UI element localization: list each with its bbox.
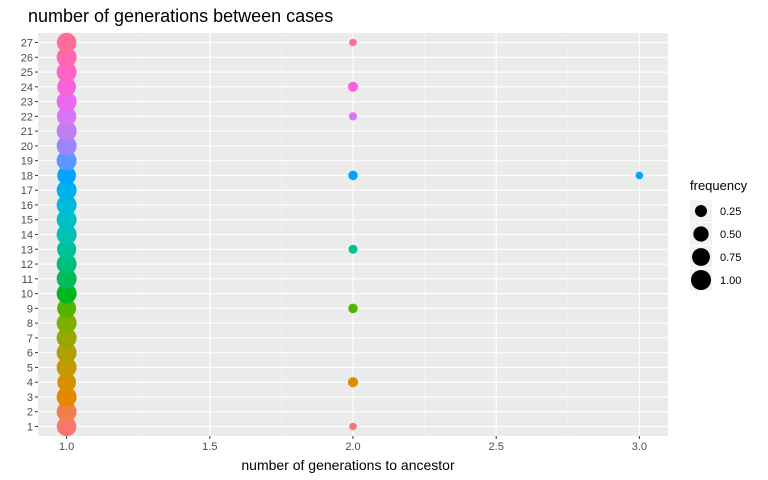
legend-key-symbol (695, 205, 707, 217)
y-tick-label: 19 (21, 156, 33, 168)
y-tick-label: 15 (21, 215, 33, 227)
legend-key-symbol (691, 270, 711, 290)
data-point (56, 327, 77, 348)
data-point (56, 91, 77, 112)
x-tick-label: 3.0 (632, 441, 647, 453)
legend-title: frequency (690, 178, 748, 193)
data-point (56, 224, 77, 245)
data-point (349, 38, 357, 47)
y-tick-label: 9 (27, 303, 33, 315)
data-point (56, 121, 77, 142)
data-point (349, 422, 357, 431)
data-point (348, 112, 358, 121)
data-point (56, 283, 77, 304)
data-point (56, 180, 77, 201)
data-point (56, 150, 77, 171)
y-tick-label: 21 (21, 126, 33, 138)
data-point (56, 254, 77, 275)
x-axis-ticks: 1.0 1.5 2.0 2.5 3.0 (59, 436, 647, 453)
data-point (347, 377, 359, 388)
data-point (56, 268, 77, 289)
y-tick-label: 26 (21, 52, 33, 64)
y-tick-label: 25 (21, 67, 33, 79)
y-tick-label: 14 (21, 230, 33, 242)
y-tick-label: 4 (27, 377, 33, 389)
x-tick-label: 2.0 (345, 441, 360, 453)
x-tick-label: 2.5 (489, 441, 504, 453)
data-point (57, 77, 77, 97)
x-tick-label: 1.0 (59, 441, 74, 453)
y-tick-label: 3 (27, 392, 33, 404)
data-point (56, 47, 77, 68)
legend-label: 0.25 (720, 206, 741, 218)
x-tick-label: 1.5 (202, 441, 217, 453)
y-tick-label: 24 (21, 82, 33, 94)
legend-label: 1.00 (720, 275, 741, 287)
data-point (56, 32, 77, 53)
data-point (348, 303, 358, 314)
data-point (56, 401, 77, 422)
y-tick-label: 17 (21, 185, 33, 197)
y-axis-ticks: 1234567891011121314151617181920212223242… (21, 38, 38, 434)
y-tick-label: 18 (21, 170, 33, 182)
data-point (348, 244, 358, 254)
y-tick-label: 2 (27, 407, 33, 419)
data-point (348, 170, 358, 181)
y-tick-label: 20 (21, 141, 33, 153)
legend: frequency 0.25 0.50 0.75 1.00 (690, 178, 748, 291)
data-point (56, 106, 77, 127)
y-tick-label: 23 (21, 97, 33, 109)
y-tick-label: 13 (21, 244, 33, 256)
legend-label: 0.75 (720, 252, 741, 264)
y-tick-label: 5 (27, 362, 33, 374)
y-tick-label: 12 (21, 259, 33, 271)
data-points (56, 32, 644, 437)
data-point (56, 62, 77, 83)
y-tick-label: 10 (21, 289, 33, 301)
data-point (347, 81, 359, 92)
data-point (56, 209, 77, 230)
chart-title: number of generations between cases (28, 6, 333, 26)
data-point (56, 135, 77, 156)
y-tick-label: 22 (21, 111, 33, 123)
y-tick-label: 1 (27, 422, 33, 434)
y-tick-label: 7 (27, 333, 33, 345)
y-tick-label: 8 (27, 318, 33, 330)
data-point (57, 166, 77, 185)
data-point (56, 194, 77, 215)
y-tick-label: 16 (21, 200, 33, 212)
data-point (56, 313, 77, 334)
legend-key-symbol (692, 248, 710, 266)
data-point (56, 357, 77, 378)
data-point (57, 372, 77, 392)
legend-label: 0.50 (720, 229, 741, 241)
data-point (56, 386, 77, 407)
y-tick-label: 11 (22, 274, 33, 286)
data-point (56, 416, 77, 437)
data-point (57, 239, 77, 259)
x-axis-title: number of generations to ancestor (241, 457, 455, 473)
data-point (57, 298, 77, 318)
y-tick-label: 27 (21, 38, 33, 50)
data-point (56, 342, 77, 363)
legend-key-symbol (693, 226, 709, 242)
y-tick-label: 6 (27, 348, 33, 360)
data-point (635, 171, 644, 180)
